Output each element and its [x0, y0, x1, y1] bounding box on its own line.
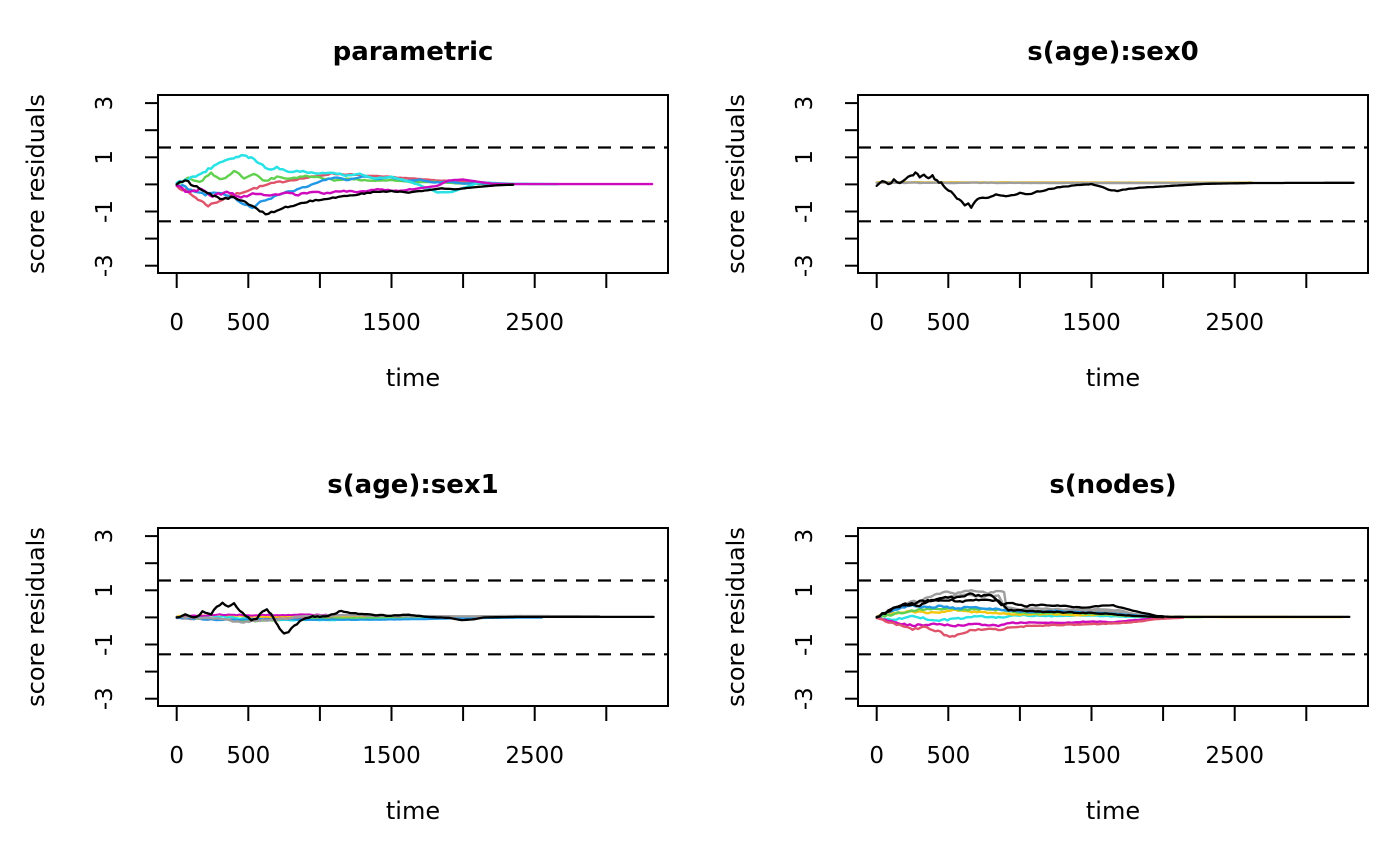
x-tick-label: 500	[926, 743, 970, 769]
y-axis-label: score residuals	[22, 527, 50, 707]
series-black	[875, 171, 1355, 209]
parametric-plot-canvas: 0 500 1500 2500 3 1 -1 -3	[92, 94, 669, 336]
x-axis-label: time	[385, 797, 441, 825]
y-axis-label: score residuals	[722, 527, 750, 707]
y-axis-label: score residuals	[22, 94, 50, 274]
x-tick-label: 2500	[505, 743, 564, 769]
x-tick-label: 1500	[362, 310, 421, 336]
plot-frame	[157, 527, 669, 707]
reference-lines	[858, 146, 1368, 223]
plot-frame	[157, 94, 669, 274]
x-axis-label: time	[385, 364, 441, 392]
x-tick-label: 500	[226, 310, 270, 336]
series-magenta	[875, 616, 1173, 628]
y-tick-label: 1	[92, 150, 118, 165]
x-tick-label: 0	[169, 310, 184, 336]
panel-parametric: 0 500 1500 2500 3 1 -1 -3 parametric time score…	[0, 0, 700, 433]
series-lines	[175, 154, 654, 216]
y-tick-label: 1	[92, 583, 118, 598]
y-tick-label: -3	[792, 254, 818, 277]
y-tick-label: 3	[92, 96, 118, 111]
axis-tick-labels: 0 500 1500 2500 3 1 -1 -3	[92, 529, 564, 769]
axis-tick-labels: 0 500 1500 2500 3 1 -1 -3	[792, 529, 1264, 769]
series-lines	[875, 589, 1351, 638]
y-tick-label: -3	[92, 254, 118, 277]
y-tick-label: -1	[92, 633, 118, 656]
y-tick-label: -1	[792, 633, 818, 656]
plot-frame	[857, 94, 1369, 274]
x-tick-label: 1500	[362, 743, 421, 769]
axis-tick-labels: 0 500 1500 2500 3 1 -1 -3	[792, 96, 1264, 336]
y-tick-label: -1	[792, 200, 818, 223]
y-tick-label: 1	[792, 583, 818, 598]
s-nodes-plot-canvas: 0 500 1500 2500 3 1 -1 -3	[792, 527, 1369, 769]
s-age-sex1-plot-canvas: 0 500 1500 2500 3 1 -1 -3	[92, 527, 669, 769]
y-tick-label: 3	[92, 529, 118, 544]
x-tick-label: 500	[926, 310, 970, 336]
panel-title: s(nodes)	[1049, 470, 1177, 500]
y-tick-label: -3	[792, 687, 818, 710]
axis-ticks	[145, 102, 608, 288]
series-red	[875, 616, 1185, 638]
series-lines	[175, 601, 655, 635]
x-tick-label: 0	[869, 310, 884, 336]
panel-title: parametric	[332, 37, 494, 67]
panel-s-age-sex1: 0 500 1500 2500 3 1 -1 -3 s(age):sex1 time scor…	[0, 433, 700, 866]
panel-s-age-sex0: 0 500 1500 2500 3 1 -1 -3 s(age):sex0 time scor…	[700, 0, 1400, 433]
y-axis-label: score residuals	[722, 94, 750, 274]
axis-ticks	[845, 535, 1308, 721]
series-black1	[875, 592, 1351, 619]
series-black2	[875, 598, 1165, 619]
x-tick-label: 2500	[505, 310, 564, 336]
x-axis-label: time	[1085, 364, 1141, 392]
series-cyan	[175, 154, 559, 194]
x-tick-label: 2500	[1205, 743, 1264, 769]
x-tick-label: 1500	[1062, 743, 1121, 769]
series-lines	[875, 171, 1355, 209]
y-tick-label: 1	[792, 150, 818, 165]
x-tick-label: 2500	[1205, 310, 1264, 336]
reference-lines	[158, 146, 668, 223]
reference-lines	[858, 579, 1368, 656]
panel-title: s(age):sex0	[1027, 37, 1199, 67]
y-tick-label: -1	[92, 200, 118, 223]
x-tick-label: 1500	[1062, 310, 1121, 336]
y-tick-label: 3	[792, 529, 818, 544]
y-tick-label: -3	[92, 687, 118, 710]
s-age-sex0-plot-canvas: 0 500 1500 2500 3 1 -1 -3	[792, 94, 1369, 336]
x-axis-label: time	[1085, 797, 1141, 825]
x-tick-label: 0	[869, 743, 884, 769]
series-black	[175, 179, 515, 216]
series-black	[175, 601, 655, 635]
plot-frame	[857, 527, 1369, 707]
series-magenta	[175, 178, 654, 199]
series-gray	[875, 181, 1254, 185]
y-tick-label: 3	[792, 96, 818, 111]
reference-lines	[158, 579, 668, 656]
panel-title: s(age):sex1	[327, 470, 499, 500]
x-tick-label: 0	[169, 743, 184, 769]
axis-ticks	[145, 535, 608, 721]
x-tick-label: 500	[226, 743, 270, 769]
panel-s-nodes: 0 500 1500 2500 3 1 -1 -3 s(nodes) time score r…	[700, 433, 1400, 866]
axis-tick-labels: 0 500 1500 2500 3 1 -1 -3	[92, 96, 564, 336]
axis-ticks	[845, 102, 1308, 288]
